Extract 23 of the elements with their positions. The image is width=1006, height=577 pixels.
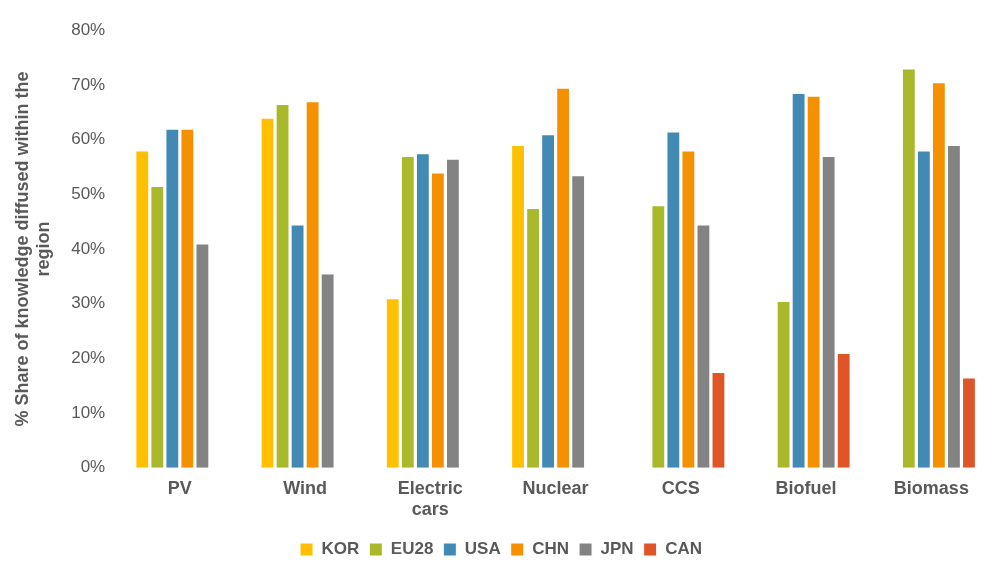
y-tick-label: 30% [71,293,106,313]
y-tick-label: 0% [80,457,106,477]
legend-label: CHN [532,539,570,559]
y-tick-label: 50% [71,183,106,203]
legend-label: CAN [665,539,702,559]
x-tick-label: CCS [661,477,700,498]
x-tick-label: PV [167,477,192,498]
y-tick-label: 40% [71,238,106,258]
y-tick-label: 70% [71,74,106,94]
x-tick-label: Electric cars [397,477,463,520]
legend-label: USA [464,539,501,559]
y-axis-title: % Share of knowledge diffused within the region [11,71,54,427]
x-tick-label: Nuclear [522,477,589,498]
x-tick-label: Biomass [893,477,969,498]
x-tick-label: Biofuel [775,477,837,498]
x-tick-label: Wind [283,477,328,498]
y-tick-label: 60% [71,129,106,149]
y-tick-label: 80% [71,19,106,39]
y-tick-label: 10% [71,402,106,422]
legend-label: EU28 [390,539,434,559]
legend-label: KOR [321,539,360,559]
legend-label: JPN [600,539,634,559]
y-tick-label: 20% [71,348,106,368]
